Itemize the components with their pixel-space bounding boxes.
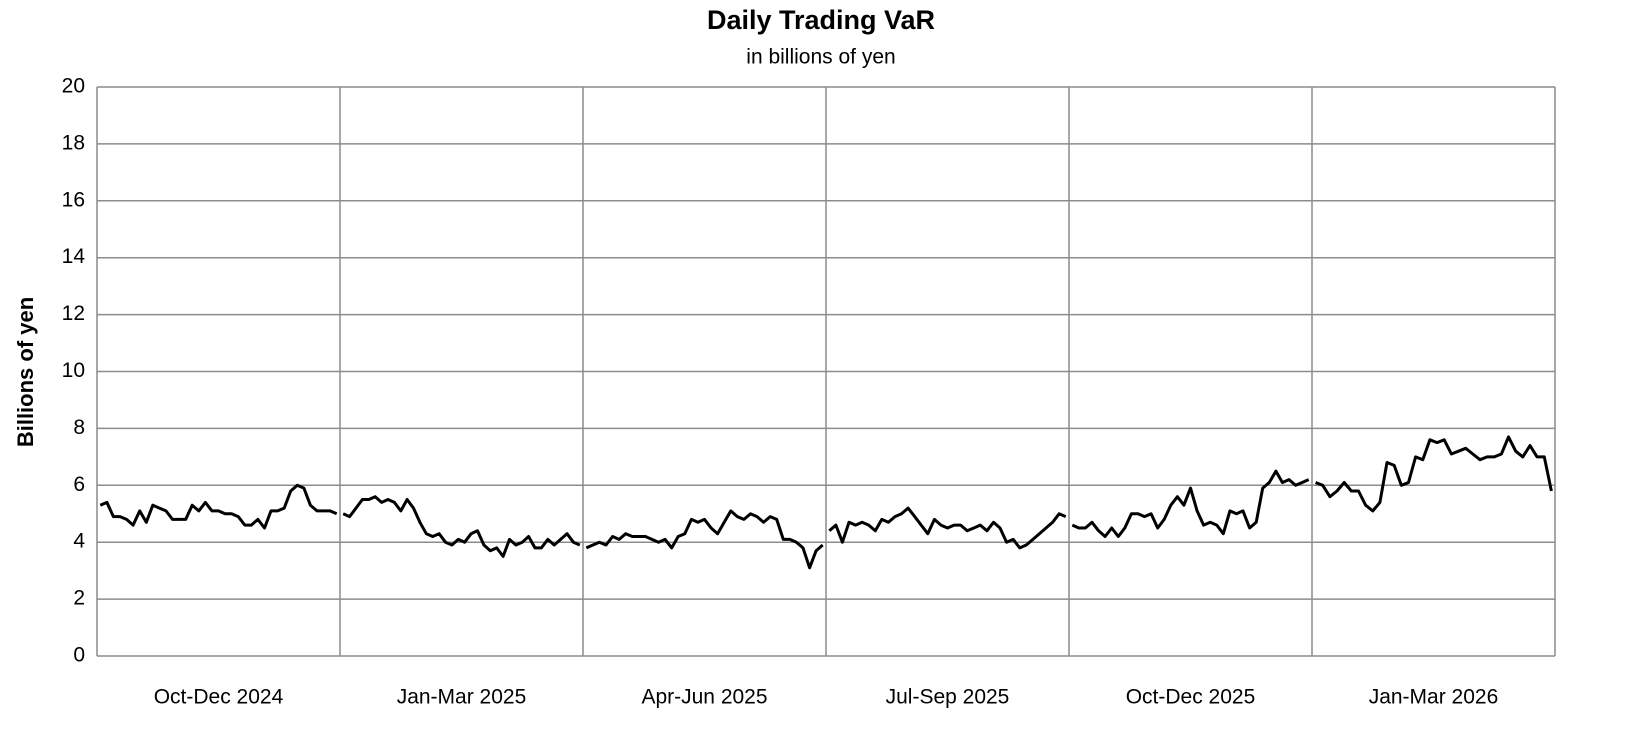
y-tick-label: 20 — [62, 75, 85, 98]
line-series — [99, 483, 338, 530]
x-tick-label: Jul-Sep 2025 — [886, 686, 1010, 709]
y-tick-label: 12 — [62, 302, 85, 325]
line-series — [1071, 469, 1310, 538]
y-axis-label: Billions of yen — [13, 297, 38, 447]
y-tick-label: 4 — [73, 530, 85, 553]
y-tick-label: 2 — [73, 587, 85, 610]
x-tick-label: Oct-Dec 2024 — [154, 686, 284, 709]
y-tick-label: 8 — [73, 416, 85, 439]
line-series — [585, 509, 824, 570]
line-series — [342, 495, 581, 558]
x-tick-label: Oct-Dec 2025 — [1126, 686, 1256, 709]
y-tick-label: 10 — [62, 359, 85, 382]
y-tick-label: 0 — [73, 644, 85, 667]
chart-title: Daily Trading VaR — [707, 5, 935, 35]
y-tick-label: 16 — [62, 188, 85, 211]
x-tick-label: Jan-Mar 2026 — [1369, 686, 1499, 709]
line-series — [828, 506, 1067, 550]
x-tick-label: Jan-Mar 2025 — [397, 686, 527, 709]
x-tick-label: Apr-Jun 2025 — [641, 686, 767, 709]
y-tick-label: 18 — [62, 131, 85, 154]
line-series — [1315, 435, 1553, 513]
y-tick-label: 6 — [73, 473, 85, 496]
y-tick-label: 14 — [62, 245, 86, 268]
chart-subtitle: in billions of yen — [746, 46, 895, 69]
